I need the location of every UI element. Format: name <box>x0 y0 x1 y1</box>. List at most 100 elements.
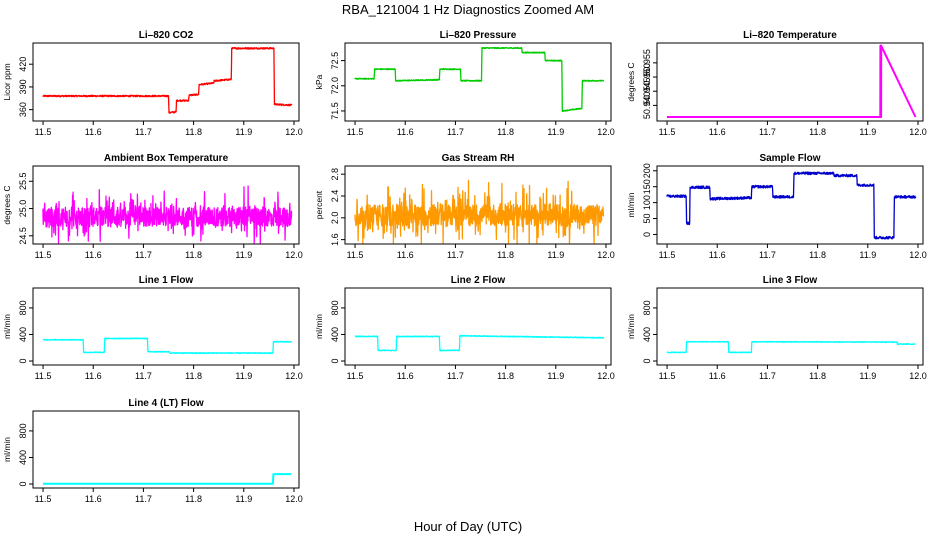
panel-title-li-820-temperature: Li–820 Temperature <box>743 30 837 41</box>
series-line-gas-stream-rh <box>354 179 605 244</box>
x-tick-label: 11.6 <box>709 371 726 381</box>
y-axis-label-ambient-box-temperature: degrees C <box>2 185 12 224</box>
series-line-line-2-flow <box>354 334 605 352</box>
x-tick-label: 11.7 <box>759 250 776 260</box>
x-tick-label: 11.9 <box>859 127 876 137</box>
x-tick-label: 11.8 <box>809 127 826 137</box>
x-tick-label: 11.5 <box>35 250 52 260</box>
y-tick-label: 200 <box>642 163 652 178</box>
plot-frame <box>656 287 924 366</box>
plot-frame <box>656 165 924 245</box>
panel-line-3-flow: Line 3 Flow 11.5 11.6 11.7 11.8 11.9 12.0 0 400 8… <box>626 275 927 381</box>
panel-li-820-co2: Li–820 CO2 11.5 11.6 11.7 11.8 11.9 12.0 360 390… <box>2 30 303 137</box>
x-tick-label: 11.7 <box>759 127 776 137</box>
x-tick-label: 11.6 <box>85 127 102 137</box>
x-tick-label: 11.9 <box>859 371 876 381</box>
x-tick-label: 12.0 <box>909 127 927 137</box>
y-tick-label: 50.940 <box>642 92 652 120</box>
y-axis-label-li-820-co2: Licor ppm <box>2 63 12 100</box>
x-tick-label: 11.9 <box>235 127 252 137</box>
x-tick-label: 11.5 <box>35 127 52 137</box>
y-tick-label: 0 <box>330 359 340 364</box>
y-tick-label: 360 <box>18 102 28 117</box>
panel-title-line-4-lt-flow: Line 4 (LT) Flow <box>128 398 204 409</box>
series-line-ambient-box-temperature <box>42 185 293 244</box>
series-line-line-4-lt-flow <box>43 473 292 485</box>
x-tick-label: 11.6 <box>397 371 414 381</box>
panel-sample-flow: Sample Flow 11.5 11.6 11.7 11.8 11.9 12.0 0 50 10… <box>626 153 927 260</box>
y-tick-label: 400 <box>18 327 28 342</box>
x-tick-label: 11.6 <box>85 371 102 381</box>
panel-gas-stream-rh: Gas Stream RH 11.5 11.6 11.7 11.8 11.9 12.0 1.6… <box>314 153 615 260</box>
y-tick-label: 0 <box>642 232 652 237</box>
plot-frame <box>344 165 612 245</box>
x-tick-label: 11.7 <box>759 371 776 381</box>
x-tick-label: 11.8 <box>185 494 202 504</box>
panel-line-4-lt-flow: Line 4 (LT) Flow 11.5 11.6 11.7 11.8 11.9 12.0… <box>2 398 303 504</box>
panel-title-sample-flow: Sample Flow <box>759 153 820 164</box>
x-tick-label: 11.5 <box>659 371 676 381</box>
x-tick-label: 11.5 <box>347 250 364 260</box>
x-tick-label: 12.0 <box>285 371 303 381</box>
panel-li-820-pressure: Li–820 Pressure 11.5 11.6 11.7 11.8 11.9 12.0 7… <box>314 30 615 137</box>
x-tick-label: 11.7 <box>447 127 464 137</box>
y-axis-label-gas-stream-rh: percent <box>314 190 324 219</box>
plot-frame <box>656 42 924 122</box>
x-tick-label: 11.5 <box>35 494 52 504</box>
series-line-li-820-co2 <box>42 46 293 114</box>
y-tick-label: 25.0 <box>18 200 28 218</box>
y-tick-label: 24.5 <box>18 227 28 245</box>
y-tick-label: 150 <box>642 179 652 194</box>
y-tick-label: 72.0 <box>330 77 340 95</box>
plot-frame <box>344 42 612 122</box>
x-tick-label: 11.7 <box>135 127 152 137</box>
plot-frame <box>32 42 300 122</box>
x-tick-label: 11.7 <box>447 371 464 381</box>
y-tick-label: 0 <box>18 359 28 364</box>
x-tick-label: 12.0 <box>597 371 615 381</box>
x-tick-label: 11.8 <box>497 371 514 381</box>
y-tick-label: 50 <box>642 214 652 224</box>
x-tick-label: 12.0 <box>597 127 615 137</box>
plot-frame <box>32 410 300 489</box>
y-tick-label: 71.5 <box>330 102 340 120</box>
panel-title-li-820-co2: Li–820 CO2 <box>139 30 194 41</box>
x-tick-label: 12.0 <box>285 127 303 137</box>
x-tick-label: 11.8 <box>185 127 202 137</box>
x-tick-label: 11.9 <box>547 371 564 381</box>
x-tick-label: 11.6 <box>85 494 102 504</box>
y-tick-label: 400 <box>18 450 28 465</box>
y-tick-label: 25.5 <box>18 173 28 191</box>
x-tick-label: 11.5 <box>659 250 676 260</box>
x-tick-label: 11.7 <box>135 250 152 260</box>
y-tick-label: 72.5 <box>330 52 340 70</box>
x-tick-label: 12.0 <box>597 250 615 260</box>
x-tick-label: 11.5 <box>347 371 364 381</box>
x-tick-label: 11.7 <box>135 371 152 381</box>
x-tick-label: 11.6 <box>397 127 414 137</box>
series-line-sample-flow <box>666 171 917 240</box>
panel-title-line-1-flow: Line 1 Flow <box>139 275 194 286</box>
y-tick-label: 100 <box>642 195 652 210</box>
y-axis-label-line-3-flow: ml/min <box>626 314 636 339</box>
x-tick-label: 11.8 <box>497 250 514 260</box>
series-line-li-820-pressure <box>354 46 605 112</box>
y-tick-label: 2.4 <box>330 190 340 203</box>
y-tick-label: 390 <box>18 79 28 94</box>
x-tick-label: 12.0 <box>909 250 927 260</box>
y-tick-label: 50.955 <box>642 49 652 77</box>
y-axis-label-sample-flow: ml/min <box>626 192 636 217</box>
plot-frame <box>32 287 300 366</box>
x-tick-label: 11.8 <box>185 250 202 260</box>
x-tick-label: 11.9 <box>235 250 252 260</box>
y-axis-label-li-820-temperature: degrees C <box>626 62 636 101</box>
panel-title-ambient-box-temperature: Ambient Box Temperature <box>104 153 229 164</box>
y-axis-label-line-4-lt-flow: ml/min <box>2 437 12 462</box>
x-tick-label: 12.0 <box>909 371 927 381</box>
panel-title-li-820-pressure: Li–820 Pressure <box>440 30 517 41</box>
x-tick-label: 11.9 <box>547 250 564 260</box>
x-tick-label: 11.9 <box>859 250 876 260</box>
panels-group: Li–820 CO2 11.5 11.6 11.7 11.8 11.9 12.0 360 390… <box>2 30 927 504</box>
plot-frame <box>344 287 612 366</box>
